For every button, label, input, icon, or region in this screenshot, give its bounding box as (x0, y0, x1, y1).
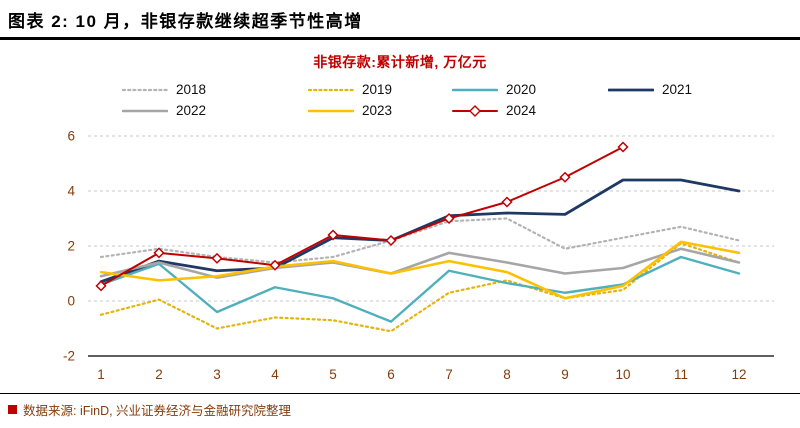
legend-item-2018: 2018 (122, 82, 308, 97)
x-tick-label: 11 (674, 367, 688, 382)
legend-item-2022: 2022 (122, 103, 308, 118)
diamond-marker-2024 (501, 196, 513, 208)
legend-swatch-2021 (608, 88, 654, 91)
diamond-marker-2024 (385, 234, 397, 247)
legend: 2018 2019 2020 2021 2022 2023 2024 (122, 82, 782, 118)
x-tick-label: 12 (731, 367, 746, 382)
series-line-2019 (99, 242, 741, 333)
series-line-2022 (99, 247, 741, 279)
y-tick-label: 6 (67, 129, 75, 144)
legend-label-2024: 2024 (506, 103, 537, 118)
x-tick-label: 4 (271, 367, 279, 382)
diamond-marker-2024 (617, 141, 629, 153)
legend-item-2019: 2019 (308, 82, 452, 97)
x-tick-label: 5 (329, 367, 337, 382)
diamond-marker-2024 (153, 247, 165, 259)
y-tick-label: -2 (63, 349, 75, 364)
y-tick-label: 0 (67, 294, 75, 309)
diamond-marker-2024 (443, 212, 455, 225)
diamond-marker-2024 (211, 252, 223, 264)
legend-swatch-2023 (308, 109, 354, 112)
y-tick-label: 2 (67, 239, 75, 254)
legend-swatch-2020 (452, 88, 498, 91)
series-line-2024 (100, 146, 624, 287)
series-line-2023 (99, 240, 741, 300)
x-tick-label: 7 (445, 367, 453, 382)
legend-item-2024: 2024 (452, 103, 608, 118)
x-tick-label: 1 (97, 367, 105, 382)
y-tick-label: 4 (67, 184, 75, 199)
diamond-marker-2024 (559, 171, 571, 183)
diamond-marker-2024 (95, 280, 107, 292)
x-tick-label: 2 (155, 367, 163, 382)
x-tick-label: 3 (213, 367, 221, 382)
x-tick-label: 8 (503, 367, 511, 382)
legend-swatch-2024 (452, 104, 498, 117)
legend-label-2018: 2018 (176, 82, 207, 97)
legend-swatch-2022 (122, 109, 168, 112)
legend-label-2023: 2023 (362, 103, 393, 118)
legend-label-2022: 2022 (176, 103, 207, 118)
x-tick-label: 10 (615, 367, 630, 382)
figure-header: 图表 2: 10 月，非银存款继续超季节性高增 (0, 0, 800, 40)
x-tick-label: 6 (387, 367, 395, 382)
legend-item-2023: 2023 (308, 103, 452, 118)
legend-item-2020: 2020 (452, 82, 608, 97)
x-tick-label: 9 (561, 367, 569, 382)
series-line-2021 (99, 178, 741, 284)
diamond-marker-2024 (327, 229, 339, 241)
source-text: 数据来源: iFinD, 兴业证券经济与金融研究院整理 (23, 404, 292, 418)
chart-title: 非银存款:累计新增, 万亿元 (313, 54, 487, 70)
diamond-marker-2024 (269, 259, 281, 271)
figure-title: 图表 2: 10 月，非银存款继续超季节性高增 (8, 12, 363, 31)
plot-area: -2 0 2 4 6 1 2 3 4 5 6 7 8 9 10 11 12 (0, 126, 800, 393)
legend-label-2020: 2020 (506, 82, 537, 97)
red-square-bullet (8, 405, 17, 414)
series-line-2018 (99, 217, 741, 264)
legend-label-2021: 2021 (662, 82, 693, 97)
legend-item-2021: 2021 (608, 82, 758, 97)
source-note: 数据来源: iFinD, 兴业证券经济与金融研究院整理 (0, 393, 800, 428)
legend-swatch-2018 (122, 88, 168, 91)
legend-swatch-2019 (308, 88, 354, 91)
legend-label-2019: 2019 (362, 82, 393, 97)
